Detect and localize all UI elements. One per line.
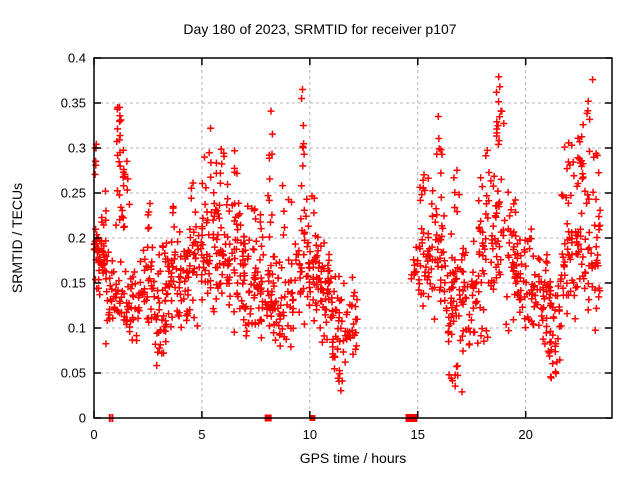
y-tick-label: 0.3 xyxy=(68,141,86,156)
x-axis-label: GPS time / hours xyxy=(299,450,407,466)
y-tick-label: 0.05 xyxy=(61,366,86,381)
y-tick-label: 0.1 xyxy=(68,321,86,336)
y-tick-label: 0.15 xyxy=(61,276,86,291)
y-tick-label: 0.2 xyxy=(68,231,86,246)
x-tick-label: 5 xyxy=(198,427,205,442)
x-tick-label: 20 xyxy=(518,427,532,442)
y-tick-label: 0.35 xyxy=(61,96,86,111)
x-tick-label: 15 xyxy=(411,427,425,442)
x-tick-label: 0 xyxy=(90,427,97,442)
y-tick-label: 0 xyxy=(79,411,86,426)
x-tick-label: 10 xyxy=(303,427,317,442)
y-tick-label: 0.4 xyxy=(68,51,86,66)
chart-title: Day 180 of 2023, SRMTID for receiver p10… xyxy=(183,21,457,37)
y-tick-label: 0.25 xyxy=(61,186,86,201)
data-point-markers xyxy=(90,73,604,396)
